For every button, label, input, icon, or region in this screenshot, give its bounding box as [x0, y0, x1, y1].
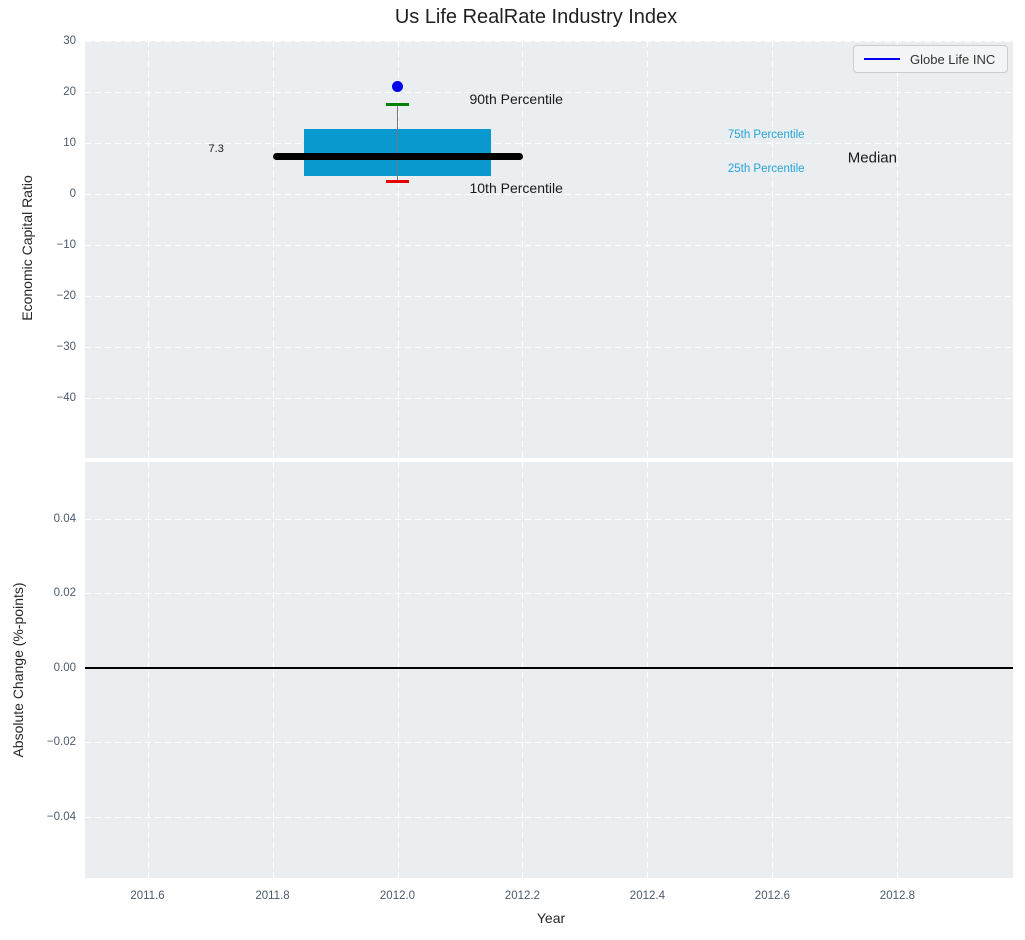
- x-tick-label: 2012.0: [379, 890, 416, 902]
- y-gridline: [85, 518, 1013, 520]
- x-tick-label: 2012.4: [629, 890, 665, 902]
- y-gridline: [85, 193, 1013, 195]
- x-gridline: [897, 41, 899, 458]
- y-gridline: [85, 143, 1013, 144]
- legend-line-sample: [864, 58, 900, 60]
- y-gridline: [85, 41, 1013, 42]
- x-gridline: [397, 41, 399, 458]
- y-tick-label: 20: [63, 86, 76, 98]
- y-tick-label: 0.02: [53, 587, 76, 600]
- y-tick-label: 30: [63, 35, 76, 47]
- company-value-dot: [392, 81, 403, 93]
- bottom-plot-area: [85, 462, 1013, 878]
- legend: Globe Life INC: [853, 45, 1008, 73]
- y-axis-label-bottom: Absolute Change (%-points): [10, 582, 26, 758]
- legend-label: Globe Life INC: [910, 51, 996, 67]
- annotation-75th-percentile: 75th Percentile: [727, 128, 805, 141]
- y-tick-label: 0.00: [53, 661, 76, 674]
- y-tick-label: −0.04: [46, 810, 76, 823]
- y-tick-label: −20: [56, 289, 76, 302]
- chart-title: Us Life RealRate Industry Index: [394, 6, 678, 28]
- median-line: [272, 153, 523, 161]
- x-gridline: [647, 41, 649, 458]
- x-gridline: [272, 41, 274, 458]
- y-tick-label: 0.04: [53, 512, 76, 525]
- y-tick-label: 0: [69, 187, 76, 200]
- y-gridline: [85, 346, 1013, 348]
- annotation-25th-percentile: 25th Percentile: [727, 163, 805, 175]
- p90-cap: [386, 103, 409, 107]
- zero-change-line: [85, 666, 1013, 669]
- y-gridline: [85, 244, 1013, 246]
- y-gridline: [85, 397, 1013, 399]
- x-gridline: [772, 462, 774, 878]
- y-gridline: [85, 295, 1013, 297]
- whisker-line: [397, 104, 398, 182]
- annotation-7-3: 7.3: [208, 143, 224, 156]
- y-gridline: [85, 816, 1013, 818]
- y-gridline: [85, 742, 1013, 744]
- x-gridline: [897, 462, 899, 878]
- annotation-10th-percentile: 10th Percentile: [469, 180, 563, 197]
- annotation-90th-percentile: 90th Percentile: [469, 91, 563, 108]
- x-gridline: [397, 462, 399, 878]
- y-axis-label-top: Economic Capital Ratio: [19, 175, 35, 321]
- x-gridline: [647, 462, 649, 878]
- y-tick-label: 10: [63, 137, 76, 149]
- x-tick-label: 2012.6: [754, 890, 790, 902]
- x-tick-label: 2012.2: [504, 890, 540, 902]
- x-gridline: [147, 41, 149, 458]
- y-tick-label: −10: [56, 238, 76, 251]
- top-plot-area: 7.3 90th Percentile 10th Percentile 75th Pe…: [85, 41, 1013, 458]
- x-axis-label: Year: [536, 910, 566, 926]
- x-tick-label: 2011.6: [130, 890, 165, 902]
- x-gridline: [147, 462, 149, 878]
- x-gridline: [522, 462, 524, 878]
- x-gridline: [772, 41, 774, 458]
- x-tick-label: 2012.8: [879, 890, 915, 902]
- y-tick-label: −30: [56, 340, 76, 353]
- y-tick-label: −40: [56, 391, 76, 404]
- x-gridline: [272, 462, 274, 878]
- x-gridline: [522, 41, 524, 458]
- x-tick-label: 2011.8: [255, 890, 290, 902]
- p10-cap: [386, 180, 409, 184]
- annotation-median: Median: [847, 149, 897, 167]
- y-gridline: [85, 593, 1013, 595]
- y-gridline: [85, 92, 1013, 93]
- y-tick-label: −0.02: [46, 736, 76, 749]
